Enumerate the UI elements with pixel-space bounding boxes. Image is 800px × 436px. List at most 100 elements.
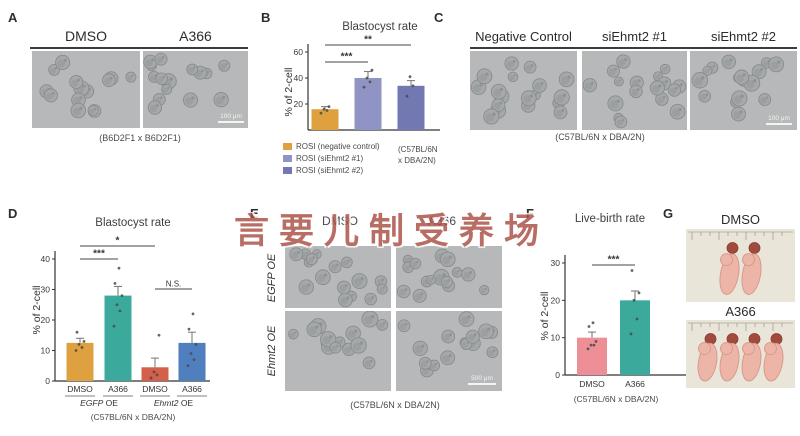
embryo-image-a366 [143, 51, 248, 128]
photo-background [686, 229, 795, 302]
embryo-speck [77, 78, 80, 82]
y-tick-label: 40 [41, 254, 51, 264]
embryo-inner [733, 111, 741, 119]
embryo-inner [480, 288, 486, 294]
embryo-inner [363, 315, 373, 325]
embryo-inner [162, 87, 169, 93]
chart-b-caption: (C57BL/6N x DBA/2N) [398, 144, 438, 166]
embryo-speck [79, 106, 83, 110]
data-point [117, 266, 121, 270]
embryo-speck [675, 86, 678, 90]
embryo-speck [162, 75, 165, 79]
legend-item: ROSI (siEhmt2 #2) [283, 164, 380, 176]
y-tick-label: 10 [551, 333, 561, 343]
embryo-speck [169, 77, 174, 81]
significance-label: N.S. [166, 280, 182, 289]
embryo-inner [485, 113, 495, 122]
data-point [194, 343, 198, 346]
embryo-speck [740, 94, 744, 98]
embryo-speck [485, 72, 489, 76]
embryo-speck [513, 74, 516, 77]
scale-bar-a: 100 μm [218, 113, 244, 123]
embryo-speck [442, 273, 446, 277]
data-point [365, 76, 369, 80]
embryo-inner [399, 288, 406, 296]
embryo-inner [736, 74, 745, 83]
embryo-speck [421, 344, 425, 348]
embryo-inner [72, 107, 81, 116]
embryo-inner [352, 342, 362, 351]
embryo-image-dmso [32, 51, 140, 128]
embryo-speck [540, 81, 544, 86]
data-point [630, 269, 634, 272]
embryo-inner [322, 336, 331, 345]
x-category-label: DMSO [579, 379, 605, 389]
embryo-speck [467, 315, 471, 319]
scale-bar-a-text: 100 μm [220, 113, 242, 120]
embryo-inner [760, 97, 767, 104]
data-point [120, 294, 124, 297]
embryo-inner [442, 256, 451, 265]
panel-f-label: F [526, 206, 534, 221]
embryo-speck [335, 263, 339, 267]
embryo-inner [50, 67, 57, 74]
embryo-inner [427, 278, 433, 283]
panel-e-row-header-ehmt2: Ehmt2 OE [266, 325, 278, 377]
embryo-speck [707, 68, 710, 71]
data-point [362, 85, 366, 89]
embryo-inner [308, 326, 317, 335]
embryo-inner [694, 77, 703, 86]
legend-item: ROSI (siEhmt2 #1) [283, 152, 380, 164]
bar [141, 367, 169, 381]
chart-b-caption-line1: (C57BL/6N [398, 145, 438, 154]
embryo-image-ehmt2-a366 [396, 311, 502, 391]
embryo-inner [534, 82, 542, 91]
embryo-inner [220, 63, 227, 70]
data-point [82, 339, 86, 343]
embryo-speck [561, 109, 565, 112]
chart-title: Blastocyst rate [342, 21, 417, 33]
embryo-inner [652, 85, 660, 93]
scale-bar-c: 100 μm [766, 115, 792, 125]
embryo-speck [192, 66, 196, 70]
embryo-speck [426, 360, 429, 363]
embryo-speck [447, 278, 450, 282]
embryo-speck [369, 359, 373, 363]
embryo-inner [608, 68, 616, 76]
embryo-inner [149, 104, 158, 113]
embryo-inner [654, 74, 660, 80]
embryo-inner [291, 251, 299, 259]
panel-a-caption: (B6D2F1 x B6D2F1) [99, 133, 181, 143]
embryo-inner [615, 79, 621, 85]
embryo-image-egfp-dmso [285, 246, 391, 308]
embryo-inner [342, 260, 349, 267]
data-point [587, 325, 591, 328]
embryo-speck [487, 327, 491, 331]
data-point [115, 303, 119, 307]
embryo-speck [404, 322, 408, 326]
embryo-speck [658, 74, 661, 77]
embryo-inner [46, 92, 54, 100]
embryo-inner [156, 56, 164, 64]
data-point [322, 107, 326, 111]
data-point [592, 343, 596, 347]
y-tick-label: 10 [41, 346, 51, 356]
embryo-inner [411, 261, 418, 268]
embryo-inner [364, 360, 372, 368]
embryo-inner [657, 96, 665, 104]
embryo-speck [752, 79, 757, 83]
panel-c-header-rule [470, 47, 797, 49]
data-point [191, 312, 195, 316]
embryo-inner [618, 58, 626, 67]
significance-label: * [116, 236, 120, 247]
y-tick-label: 30 [41, 285, 51, 295]
embryo-speck [93, 107, 97, 111]
embryo-image-siehmt2-2 [690, 51, 797, 130]
embryo-speck [359, 341, 363, 345]
scale-bar-e-text: 500 μm [471, 375, 493, 382]
embryo-speck [449, 333, 452, 336]
embryo-speck [621, 118, 625, 122]
embryo-inner [347, 330, 356, 339]
embryo-inner [353, 278, 363, 287]
embryo-speck [336, 344, 339, 348]
